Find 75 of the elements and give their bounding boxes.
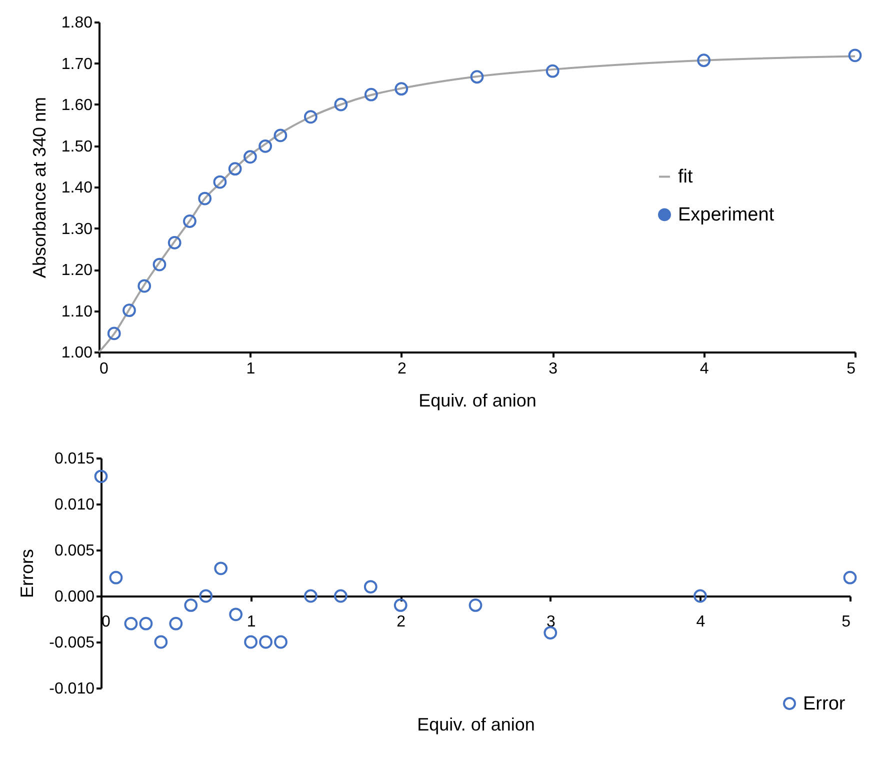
- y-axis-title: Absorbance at 340 nm: [29, 96, 50, 278]
- x-tick-label: 5: [846, 360, 856, 378]
- legend-label: fit: [678, 166, 694, 188]
- y-tick-label: 0.010: [54, 496, 95, 514]
- point: [304, 589, 318, 603]
- y-tick-label: 1.20: [61, 262, 93, 279]
- point: [154, 635, 168, 649]
- y-tick-label: 0.005: [54, 542, 95, 560]
- point: [122, 304, 136, 318]
- point: [199, 589, 213, 603]
- y-tick-label: 1.00: [61, 344, 93, 362]
- point: [109, 570, 123, 584]
- y-tick-label: 0.000: [54, 588, 95, 606]
- point: [394, 598, 408, 612]
- x-tick-label: 0: [102, 614, 110, 630]
- point: [274, 128, 288, 142]
- x-tick-label: 2: [396, 614, 406, 630]
- point: [394, 82, 408, 96]
- y-tick-label: 1.40: [61, 180, 93, 196]
- point: [183, 214, 196, 228]
- point: [843, 570, 857, 584]
- y-tick-label: 1.60: [61, 97, 93, 114]
- y-axis-title: Errors: [17, 549, 38, 598]
- x-tick-label: 3: [546, 614, 556, 630]
- point: [364, 580, 378, 594]
- point: [334, 589, 348, 603]
- point: [94, 470, 108, 484]
- point: [107, 326, 121, 340]
- point: [138, 279, 152, 293]
- x-tick-label: 3: [548, 360, 558, 378]
- point: [848, 48, 862, 62]
- x-tick-label: 1: [246, 360, 256, 378]
- point: [213, 175, 227, 189]
- point: [546, 64, 560, 78]
- legend-label: Experiment: [678, 204, 775, 226]
- point: [274, 635, 288, 649]
- point: [544, 626, 558, 640]
- point: [244, 150, 257, 164]
- y-tick-label: 1.10: [61, 303, 93, 320]
- point: [304, 110, 318, 124]
- point: [184, 598, 198, 612]
- point: [124, 616, 138, 630]
- y-tick-label: 1.50: [61, 138, 93, 156]
- x-tick-label: 4: [700, 360, 709, 378]
- point: [229, 608, 243, 622]
- point: [258, 139, 272, 153]
- x-axis-title: Equiv. of anion: [418, 390, 536, 410]
- point: [168, 236, 182, 250]
- y-tick-label: -0.005: [49, 634, 95, 652]
- x-axis-title: Equiv. of anion: [417, 714, 535, 734]
- point: [169, 616, 183, 630]
- y-tick-label: 1.30: [61, 220, 93, 238]
- y-tick-label: -0.010: [49, 680, 95, 698]
- point: [228, 162, 242, 176]
- point: [697, 54, 710, 68]
- point: [198, 192, 212, 206]
- point: [694, 589, 707, 603]
- legend-label: Error: [803, 694, 846, 714]
- y-tick-label: 0.015: [54, 450, 95, 468]
- point: [139, 616, 153, 630]
- x-tick-label: 1: [246, 614, 256, 630]
- point: [468, 598, 482, 612]
- point: [152, 258, 166, 272]
- point: [244, 635, 258, 649]
- x-tick-label: 0: [100, 360, 108, 378]
- y-tick-label: 1.80: [61, 14, 93, 32]
- x-tick-label: 2: [397, 360, 406, 378]
- point: [214, 562, 228, 576]
- point: [470, 70, 484, 84]
- y-tick-label: 1.70: [61, 56, 93, 73]
- point: [259, 635, 272, 649]
- point: [364, 88, 378, 102]
- x-tick-label: 4: [696, 614, 706, 630]
- point: [334, 98, 348, 112]
- x-tick-label: 5: [842, 614, 851, 630]
